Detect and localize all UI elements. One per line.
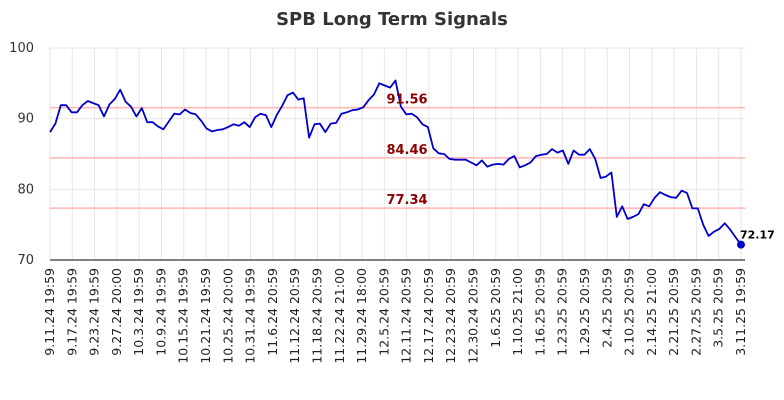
axes: 70 80 90 100 9.11.24 19:59 9.17.24 19:59 9.23.… [9, 41, 748, 364]
labels-layer: 91.56 84.46 77.34 72.17 [386, 93, 774, 242]
x-tick-label: 11.18.24 20:59 [309, 268, 324, 364]
grid [49, 47, 745, 261]
x-tick-label: 10.31.24 19:59 [243, 268, 258, 364]
x-tick-label: 1.10.25 21:00 [510, 268, 525, 356]
signal-level-label: 77.34 [386, 193, 427, 208]
x-tick-label: 11.12.24 20:59 [287, 268, 302, 364]
series-layer [49, 79, 745, 249]
x-tick-label: 12.23.24 20:59 [443, 268, 458, 364]
last-point-label: 72.17 [740, 229, 775, 242]
x-tick-label: 1.16.25 20:59 [532, 268, 547, 356]
x-tick-label: 11.6.24 20:59 [265, 268, 280, 356]
price-series-line [49, 79, 742, 246]
x-tick-label: 2.27.25 20:59 [688, 268, 703, 356]
y-tick-label: 100 [9, 41, 34, 56]
x-tick-label: 12.5.24 20:59 [376, 268, 391, 356]
x-tick-label: 9.23.24 19:59 [87, 268, 102, 356]
x-tick-label: 10.25.24 20:00 [220, 268, 235, 364]
x-tick-label: 11.29.24 18:00 [354, 268, 369, 364]
y-tick-label: 80 [17, 182, 34, 197]
x-tick-label: 9.17.24 19:59 [64, 268, 79, 356]
x-tick-label: 10.3.24 19:59 [131, 268, 146, 356]
x-tick-label: 1.6.25 20:59 [488, 268, 503, 348]
x-tick-label: 3.5.25 20:59 [711, 268, 726, 348]
x-tick-label: 12.17.24 20:59 [421, 268, 436, 364]
y-tick-label: 90 [17, 112, 34, 127]
x-tick-label: 12.11.24 20:59 [399, 268, 414, 364]
x-tick-label: 10.21.24 19:59 [198, 268, 213, 364]
x-tick-label: 3.11.25 19:59 [733, 268, 748, 356]
x-tick-label: 9.27.24 20:00 [109, 268, 124, 356]
y-tick-label: 70 [17, 253, 34, 268]
chart-title: SPB Long Term Signals [276, 9, 508, 30]
signal-level-label: 84.46 [386, 143, 427, 158]
x-tick-label: 10.15.24 19:59 [176, 268, 191, 364]
x-tick-label: 11.22.24 21:00 [332, 268, 347, 364]
x-tick-label: 1.29.25 20:59 [577, 268, 592, 356]
x-tick-label: 2.4.25 20:59 [599, 268, 614, 348]
x-tick-label: 10.9.24 19:59 [153, 268, 168, 356]
x-tick-label: 1.23.25 20:59 [555, 268, 570, 356]
signal-levels [50, 106, 745, 209]
x-tick-label: 9.11.24 19:59 [42, 268, 57, 356]
x-tick-label: 2.21.25 20:59 [666, 268, 681, 356]
x-tick-label: 2.10.25 20:59 [622, 268, 637, 356]
x-tick-label: 12.30.24 20:59 [466, 268, 481, 364]
x-tick-label: 2.14.25 21:00 [644, 268, 659, 356]
last-point-marker [737, 240, 745, 249]
signal-level-label: 91.56 [386, 93, 427, 108]
